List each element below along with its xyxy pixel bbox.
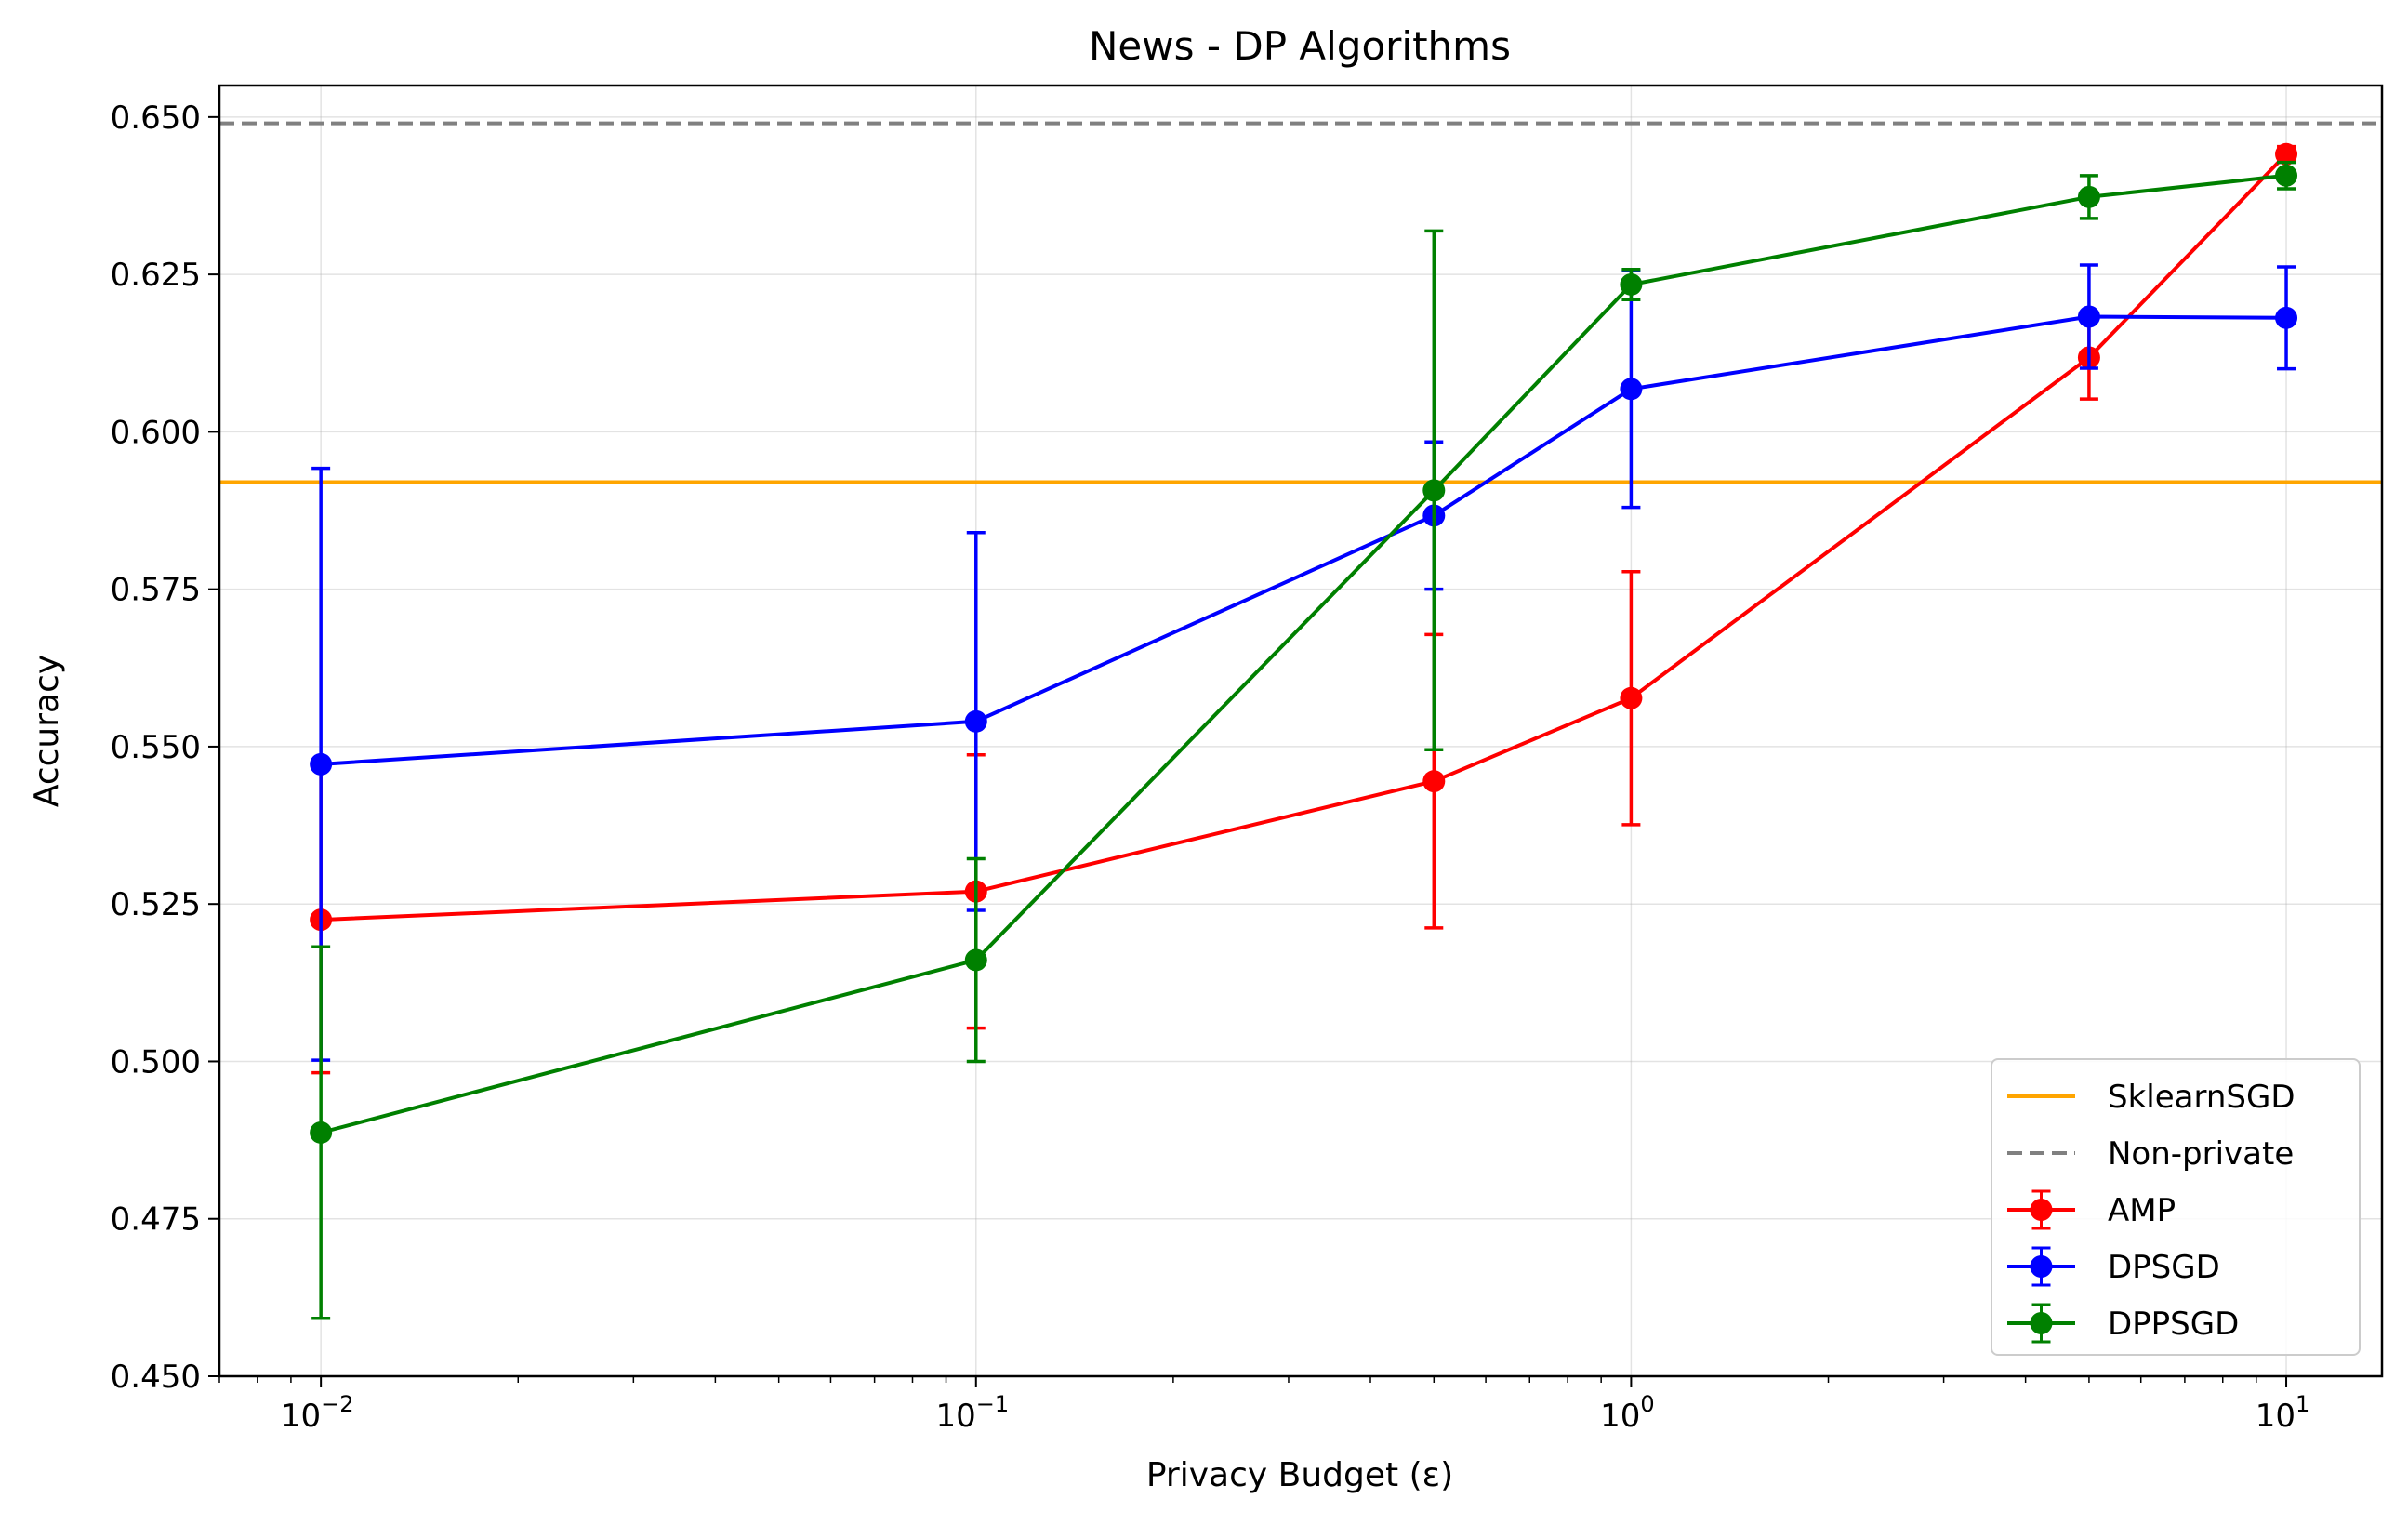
dppsgd-line [320, 173, 2287, 1134]
legend-box [1991, 1058, 2361, 1356]
x-tick-label: 10−2 [281, 1391, 354, 1435]
legend-label-dpsgd: DPSGD [2108, 1249, 2220, 1286]
plot-frame [218, 84, 2384, 1378]
amp-line [321, 152, 2288, 922]
legend-marker-dpsgd [2030, 1255, 2053, 1278]
y-tick-label: 0.525 [111, 886, 201, 923]
amp-point [2275, 142, 2298, 166]
y-tick-label: 0.650 [111, 99, 201, 137]
legend-label-dppsgd: DPPSGD [2108, 1306, 2239, 1343]
dpsgd-point [2275, 306, 2298, 329]
dpsgd-point [1620, 378, 1643, 401]
dppsgd-point [2275, 164, 2298, 187]
dppsgd-point [964, 948, 987, 972]
amp-point [1422, 770, 1446, 793]
legend-marker-dppsgd [2030, 1312, 2053, 1334]
dppsgd-series [310, 160, 2298, 1320]
dpsgd-line [320, 314, 2287, 766]
y-tick-label: 0.500 [111, 1043, 201, 1081]
dppsgd-point [2077, 185, 2100, 208]
legend-label-non-private: Non-private [2108, 1135, 2294, 1173]
chart-title: News - DP Algorithms [1089, 23, 1511, 69]
x-tick-label: 10−1 [935, 1391, 1009, 1435]
x-tick-label: 100 [1600, 1391, 1655, 1435]
legend-marker-amp [2030, 1199, 2053, 1221]
y-tick-label: 0.450 [111, 1359, 201, 1396]
dppsgd-point [1422, 479, 1446, 502]
dpsgd-point [964, 709, 987, 733]
legend-label-amp: AMP [2108, 1192, 2176, 1229]
dpsgd-point [310, 752, 333, 776]
amp-point [1620, 686, 1643, 709]
y-tick-label: 0.550 [111, 729, 201, 766]
x-axis-label: Privacy Budget (ε) [1146, 1456, 1453, 1494]
dppsgd-point [310, 1121, 333, 1144]
dpsgd-point [2077, 305, 2100, 328]
y-tick-label: 0.625 [111, 257, 201, 294]
dppsgd-point [1620, 272, 1643, 296]
y-axis-label: Accuracy [28, 655, 66, 807]
y-tick-label: 0.600 [111, 414, 201, 451]
y-tick-label: 0.475 [111, 1201, 201, 1239]
legend: SklearnSGD Non-private AMP DPSGD DPPSGD [1991, 1058, 2361, 1356]
x-tick-label: 101 [2256, 1391, 2310, 1435]
legend-label-sklearnsgd: SklearnSGD [2108, 1079, 2296, 1116]
y-tick-label: 0.575 [111, 572, 201, 609]
